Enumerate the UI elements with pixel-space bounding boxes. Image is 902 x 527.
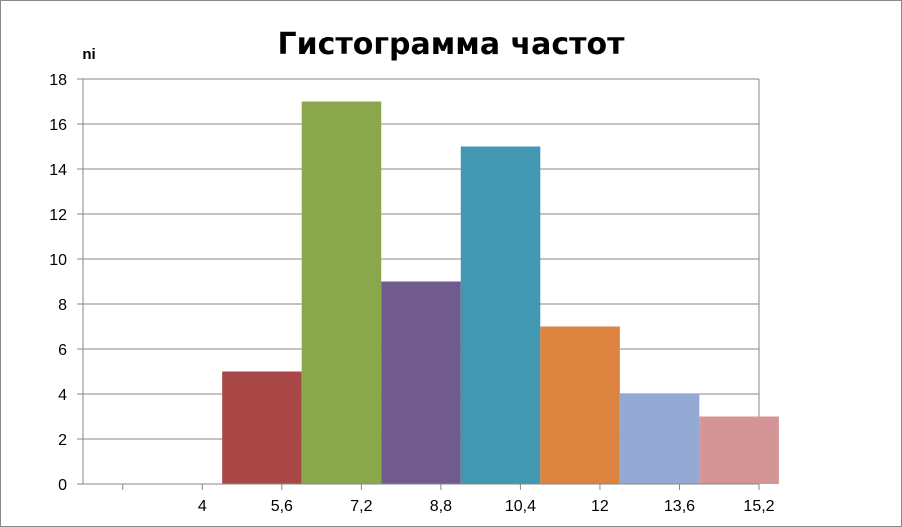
x-tick-label: 8,8 (430, 498, 452, 515)
x-tick-label: 15,2 (743, 498, 774, 515)
x-tick-label: 12 (591, 498, 609, 515)
histogram-bar (301, 101, 382, 484)
y-tick-label: 14 (49, 162, 67, 179)
histogram-bar (699, 416, 779, 484)
tick-labels: 0 2 4 6 8 10 12 14 16 18 4 5,6 7,2 8,8 10,4 12 13,6 15,2 (49, 72, 774, 515)
histogram-bar (540, 326, 620, 484)
y-tick-label: 18 (49, 72, 67, 89)
bars (222, 101, 779, 484)
x-tick-label: 7,2 (350, 498, 372, 515)
y-tick-label: 8 (58, 297, 67, 314)
y-tick-label: 0 (58, 477, 67, 494)
x-tick-label: 10,4 (505, 498, 536, 515)
x-tick-label: 4 (198, 498, 207, 515)
y-tick-label: 12 (49, 207, 67, 224)
y-tick-label: 16 (49, 117, 67, 134)
axes (77, 78, 760, 490)
histogram-bar (619, 394, 700, 484)
histogram-bar (381, 281, 461, 484)
y-tick-label: 2 (58, 432, 67, 449)
chart-title: Гистограмма частот (277, 27, 625, 62)
histogram-bar (460, 146, 541, 484)
y-tick-label: 10 (49, 252, 67, 269)
histogram-bar (222, 371, 302, 484)
y-axis-label: ni (82, 46, 95, 63)
y-tick-label: 6 (58, 342, 67, 359)
y-tick-label: 4 (58, 387, 67, 404)
x-tick-label: 13,6 (664, 498, 695, 515)
x-tick-label: 5,6 (271, 498, 293, 515)
